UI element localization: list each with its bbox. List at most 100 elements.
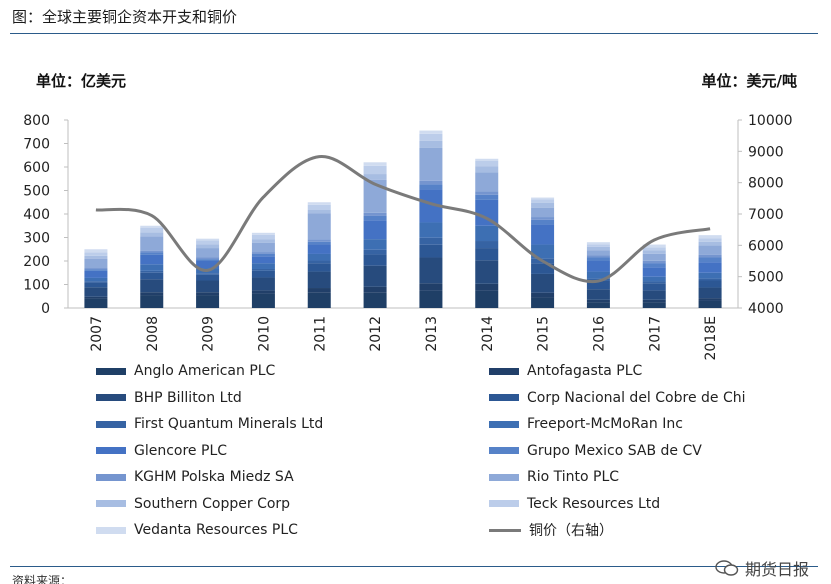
bar-segment: [196, 239, 219, 241]
bar-segment: [587, 302, 610, 308]
x-tick-label: 2012: [368, 316, 384, 352]
bar-segment: [475, 284, 498, 291]
bar-segment: [587, 247, 610, 251]
legend-line-marker: [489, 529, 521, 532]
left-tick-label: 100: [23, 278, 50, 294]
bar-segment: [196, 257, 219, 259]
bar-segment: [643, 263, 666, 267]
bar-segment: [475, 161, 498, 167]
bar-segment: [364, 287, 387, 293]
bar-segment: [587, 250, 610, 255]
bar-segment: [84, 249, 107, 252]
bar-segment: [531, 203, 554, 208]
bar-segment: [419, 131, 442, 134]
bar-segment: [364, 239, 387, 250]
bar-segment: [196, 281, 219, 293]
right-tick-label: 10000: [748, 113, 793, 129]
bar-segment: [419, 257, 442, 283]
bar-segment: [699, 242, 722, 246]
bar-segment: [308, 214, 331, 240]
bar-segment: [475, 191, 498, 195]
watermark: 期货日报: [715, 556, 809, 580]
bar-segment: [643, 250, 666, 254]
bar-segment: [364, 216, 387, 221]
left-tick-label: 800: [23, 113, 50, 129]
bar-segment: [531, 220, 554, 225]
legend-swatch: [96, 474, 126, 481]
legend-swatch: [96, 394, 126, 401]
left-tick-label: 200: [23, 254, 50, 270]
legend-label: Southern Copper Corp: [134, 496, 290, 512]
bar-segment: [587, 300, 610, 302]
bar-segment: [699, 245, 722, 254]
bar-segment: [531, 293, 554, 298]
bar-segment: [252, 256, 275, 263]
bar-segment: [252, 294, 275, 308]
bar-segment: [84, 278, 107, 281]
x-tick-label: 2015: [536, 316, 552, 352]
x-tick-label: 2017: [647, 316, 663, 352]
legend-item: First Quantum Minerals Ltd: [96, 413, 323, 435]
legend-label: Freeport-McMoRan Inc: [527, 416, 683, 432]
legend-item: Freeport-McMoRan Inc: [489, 413, 683, 435]
bar-segment: [699, 262, 722, 273]
bar-segment: [252, 269, 275, 271]
bar-segment: [643, 290, 666, 299]
bar-segment: [140, 295, 163, 308]
bar-segment: [140, 279, 163, 292]
legend-label: First Quantum Minerals Ltd: [134, 416, 323, 432]
bar-segment: [364, 266, 387, 287]
legend-item: Glencore PLC: [96, 440, 227, 462]
x-tick-label: 2007: [89, 316, 105, 352]
legend-item: Teck Resources Ltd: [489, 493, 660, 515]
legend-swatch: [489, 421, 519, 428]
bar-segment: [643, 300, 666, 302]
bar-segment: [84, 271, 107, 278]
bar-segment: [475, 260, 498, 284]
legend-swatch: [489, 500, 519, 507]
legend-swatch: [489, 368, 519, 375]
legend-item: Vedanta Resources PLC: [96, 519, 298, 541]
copper-price-line: [96, 157, 710, 282]
bar-segment: [84, 269, 107, 270]
bar-segment: [364, 213, 387, 216]
bar-segment: [196, 240, 219, 244]
bar-segment: [531, 297, 554, 308]
bar-segment: [643, 254, 666, 261]
bar-segment: [587, 261, 610, 272]
bar-segment: [252, 252, 275, 254]
bar-segment: [196, 273, 219, 275]
bar-segment: [699, 298, 722, 301]
bar-segment: [252, 263, 275, 269]
left-tick-label: 600: [23, 160, 50, 176]
bar-segment: [196, 248, 219, 257]
bar-segment: [308, 254, 331, 261]
legend-swatch: [489, 447, 519, 454]
bar-segment: [419, 290, 442, 308]
left-tick-label: 0: [41, 301, 50, 317]
bar-segment: [475, 290, 498, 308]
bar-segment: [140, 255, 163, 264]
bar-segment: [140, 264, 163, 271]
bar-segment: [252, 233, 275, 235]
bar-segment: [531, 208, 554, 217]
x-tick-label: 2014: [480, 316, 496, 352]
bar-segment: [699, 235, 722, 238]
bar-segment: [419, 134, 442, 141]
bar-segment: [364, 293, 387, 308]
bar-segment: [308, 261, 331, 264]
bar-segment: [140, 251, 163, 253]
left-tick-label: 400: [23, 207, 50, 223]
bar-segment: [84, 297, 107, 299]
legend-item: Anglo American PLC: [96, 360, 275, 382]
legend-item: Southern Copper Corp: [96, 493, 290, 515]
legend-label: 铜价（右轴）: [529, 520, 613, 540]
legend-item: Grupo Mexico SAB de CV: [489, 440, 702, 462]
legend-swatch: [96, 500, 126, 507]
legend-item: BHP Billiton Ltd: [96, 387, 242, 409]
x-tick-label: 2008: [145, 316, 161, 352]
bar-segment: [252, 239, 275, 243]
bar-segment: [364, 250, 387, 255]
bar-segment: [140, 237, 163, 251]
legend-label: BHP Billiton Ltd: [134, 390, 242, 406]
